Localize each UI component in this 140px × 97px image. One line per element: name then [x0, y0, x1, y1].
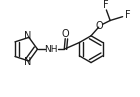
Text: N: N — [24, 57, 32, 67]
Text: F: F — [103, 0, 108, 10]
Text: F: F — [125, 10, 130, 20]
Text: O: O — [96, 21, 103, 31]
Text: O: O — [61, 29, 69, 39]
Text: NH: NH — [44, 45, 58, 54]
Text: N: N — [24, 31, 32, 41]
